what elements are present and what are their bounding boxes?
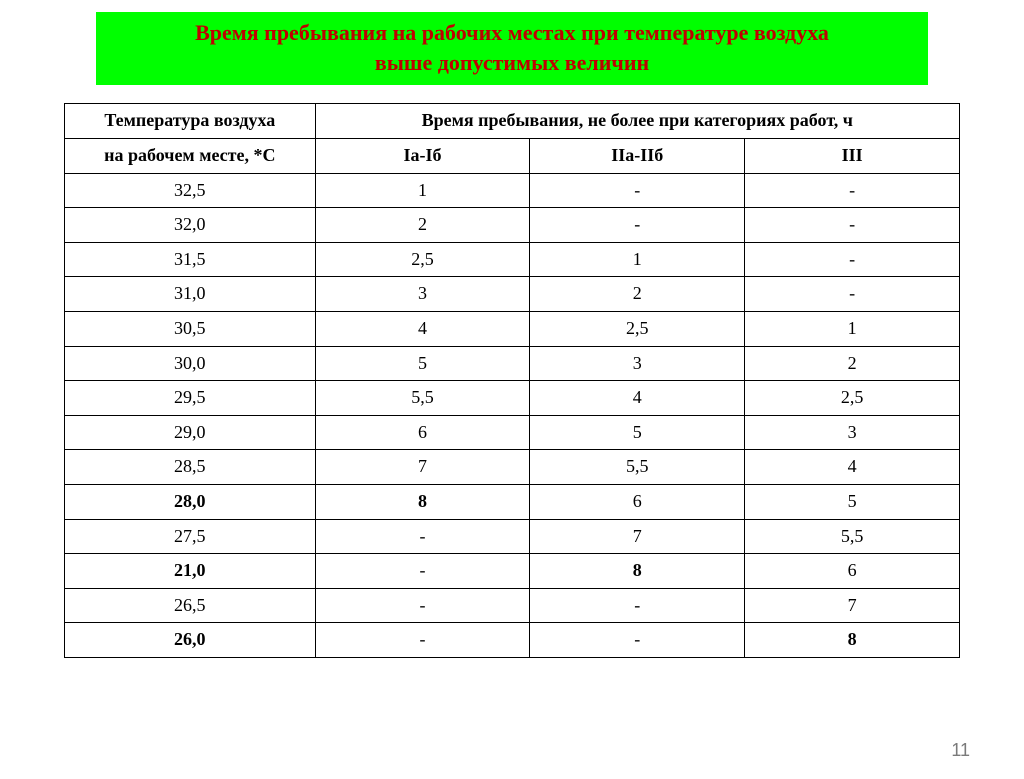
cell-cat2: 7 — [530, 519, 745, 554]
cell-cat2: 3 — [530, 346, 745, 381]
cell-cat1: - — [315, 588, 530, 623]
cell-cat2: 8 — [530, 554, 745, 589]
table-row: 31,52,51- — [65, 242, 960, 277]
cell-cat3: - — [745, 173, 960, 208]
cell-cat1: 2,5 — [315, 242, 530, 277]
cell-temp: 28,5 — [65, 450, 316, 485]
cell-cat3: 2,5 — [745, 381, 960, 416]
table-row: 28,575,54 — [65, 450, 960, 485]
page-number: 11 — [951, 740, 970, 761]
cell-cat1: 4 — [315, 311, 530, 346]
header-temp-unit: на рабочем месте, *С — [65, 138, 316, 173]
cell-temp: 27,5 — [65, 519, 316, 554]
cell-temp: 21,0 — [65, 554, 316, 589]
table-row: 30,0532 — [65, 346, 960, 381]
header-cat2: IIа-IIб — [530, 138, 745, 173]
title-line-2: выше допустимых величин — [375, 50, 649, 75]
cell-cat2: 6 — [530, 484, 745, 519]
header-row-1: Температура воздуха Время пребывания, не… — [65, 104, 960, 139]
cell-cat1: 7 — [315, 450, 530, 485]
table-row: 31,032- — [65, 277, 960, 312]
cell-cat2: 5,5 — [530, 450, 745, 485]
cell-cat1: - — [315, 554, 530, 589]
cell-cat1: - — [315, 623, 530, 658]
cell-cat3: 1 — [745, 311, 960, 346]
cell-temp: 28,0 — [65, 484, 316, 519]
cell-temp: 31,0 — [65, 277, 316, 312]
cell-cat3: 4 — [745, 450, 960, 485]
data-table: Температура воздуха Время пребывания, не… — [64, 103, 960, 658]
cell-cat1: 5 — [315, 346, 530, 381]
cell-temp: 32,0 — [65, 208, 316, 243]
table-row: 29,55,542,5 — [65, 381, 960, 416]
header-row-2: на рабочем месте, *С Iа-Iб IIа-IIб III — [65, 138, 960, 173]
cell-cat2: - — [530, 623, 745, 658]
table-container: Температура воздуха Время пребывания, не… — [64, 103, 960, 658]
cell-cat2: 2,5 — [530, 311, 745, 346]
cell-cat3: 8 — [745, 623, 960, 658]
header-cat3: III — [745, 138, 960, 173]
table-row: 28,0865 — [65, 484, 960, 519]
cell-cat1: - — [315, 519, 530, 554]
table-row: 30,542,51 — [65, 311, 960, 346]
cell-cat3: 2 — [745, 346, 960, 381]
cell-temp: 31,5 — [65, 242, 316, 277]
cell-cat2: - — [530, 588, 745, 623]
cell-cat3: - — [745, 242, 960, 277]
cell-temp: 26,0 — [65, 623, 316, 658]
cell-temp: 30,0 — [65, 346, 316, 381]
table-row: 32,51-- — [65, 173, 960, 208]
table-row: 32,02-- — [65, 208, 960, 243]
table-body: 32,51--32,02--31,52,51-31,032-30,542,513… — [65, 173, 960, 657]
header-time-span: Время пребывания, не более при категория… — [315, 104, 959, 139]
cell-cat1: 3 — [315, 277, 530, 312]
cell-cat1: 8 — [315, 484, 530, 519]
cell-temp: 32,5 — [65, 173, 316, 208]
cell-cat2: 2 — [530, 277, 745, 312]
title-line-1: Время пребывания на рабочих местах при т… — [195, 20, 829, 45]
title-banner: Время пребывания на рабочих местах при т… — [96, 12, 928, 85]
cell-cat1: 1 — [315, 173, 530, 208]
cell-cat3: 5,5 — [745, 519, 960, 554]
cell-cat3: 5 — [745, 484, 960, 519]
cell-cat3: - — [745, 277, 960, 312]
cell-cat3: 3 — [745, 415, 960, 450]
cell-cat1: 5,5 — [315, 381, 530, 416]
table-row: 26,0--8 — [65, 623, 960, 658]
cell-cat2: - — [530, 208, 745, 243]
table-row: 27,5-75,5 — [65, 519, 960, 554]
cell-cat2: 1 — [530, 242, 745, 277]
cell-cat3: - — [745, 208, 960, 243]
cell-cat3: 7 — [745, 588, 960, 623]
cell-cat2: 5 — [530, 415, 745, 450]
table-row: 21,0-86 — [65, 554, 960, 589]
table-row: 29,0653 — [65, 415, 960, 450]
cell-cat3: 6 — [745, 554, 960, 589]
cell-cat2: 4 — [530, 381, 745, 416]
cell-cat2: - — [530, 173, 745, 208]
cell-cat1: 2 — [315, 208, 530, 243]
cell-temp: 26,5 — [65, 588, 316, 623]
header-temp: Температура воздуха — [65, 104, 316, 139]
table-row: 26,5--7 — [65, 588, 960, 623]
header-cat1: Iа-Iб — [315, 138, 530, 173]
cell-cat1: 6 — [315, 415, 530, 450]
cell-temp: 30,5 — [65, 311, 316, 346]
cell-temp: 29,5 — [65, 381, 316, 416]
cell-temp: 29,0 — [65, 415, 316, 450]
